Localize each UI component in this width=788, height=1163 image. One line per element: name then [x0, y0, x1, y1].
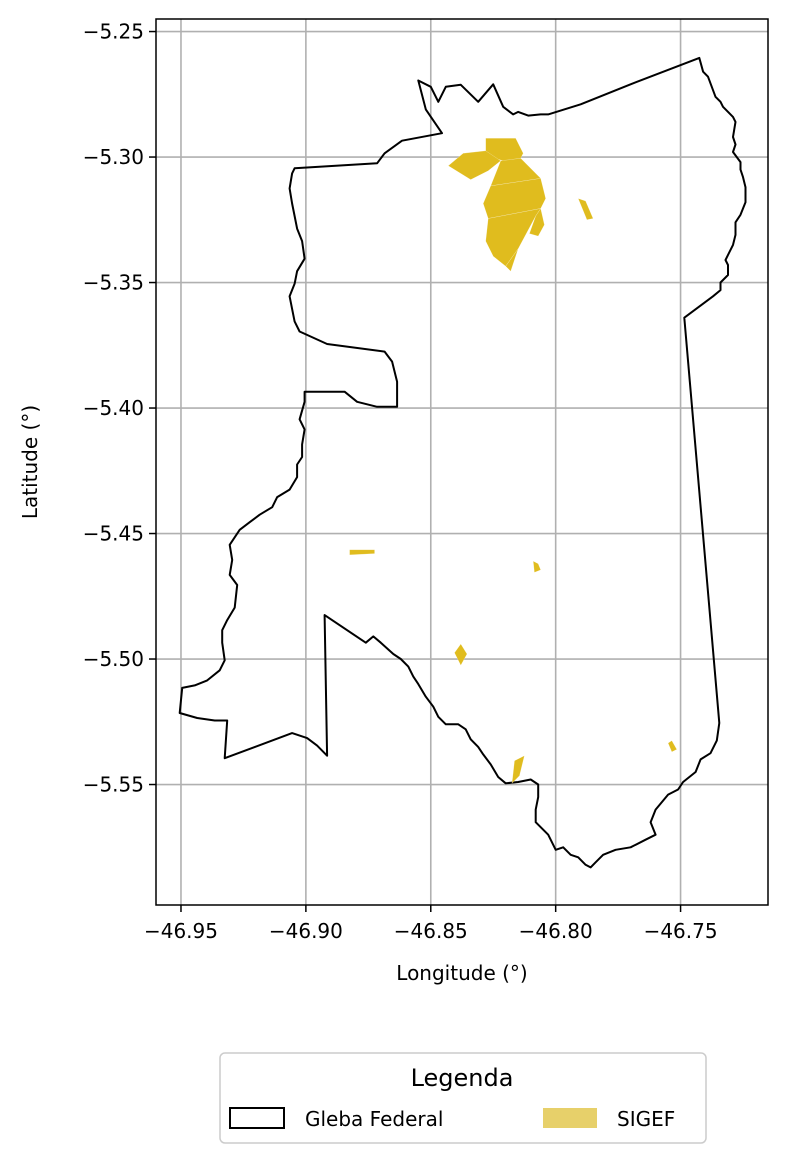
- x-tick-label: −46.90: [269, 919, 343, 943]
- plot-area: −46.95 −46.90 −46.85 −46.80 −46.75 −5.25 −5.3…: [83, 18, 769, 943]
- sigef-parcel: [667, 740, 678, 753]
- y-tick-label: −5.30: [83, 145, 144, 169]
- legend-swatch-gleba-federal: [229, 1107, 285, 1129]
- x-tick-label: −46.95: [144, 919, 218, 943]
- legend-label-gleba-federal: Gleba Federal: [305, 1107, 443, 1131]
- y-axis-label: Latitude (°): [18, 405, 42, 519]
- x-axis-label: Longitude (°): [396, 961, 527, 985]
- y-tick-label: −5.45: [83, 522, 144, 546]
- sigef-parcel: [505, 248, 519, 272]
- legend-swatch-sigef: [543, 1108, 597, 1128]
- plot-background: [156, 19, 768, 905]
- sigef-parcel: [532, 560, 541, 573]
- sigef-parcel: [447, 150, 502, 180]
- y-tick-label: −5.40: [83, 396, 144, 420]
- y-tick-label: −5.50: [83, 647, 144, 671]
- y-tick-label: −5.55: [83, 773, 144, 797]
- y-tick-label: −5.35: [83, 271, 144, 295]
- x-tick-label: −46.75: [644, 919, 718, 943]
- map-polygons: [178, 56, 747, 869]
- plot-frame: [155, 18, 769, 906]
- legend-box: Legenda Gleba Federal SIGEF: [219, 1052, 707, 1144]
- sigef-parcel: [529, 208, 545, 237]
- x-tick-label: −46.80: [519, 919, 593, 943]
- sigef-parcel: [349, 549, 375, 556]
- sigef-parcel: [454, 643, 468, 666]
- sigef-parcel: [577, 198, 594, 221]
- y-axis-ticks: −5.25 −5.30 −5.35 −5.40 −5.45 −5.50 −5.55: [83, 20, 156, 797]
- y-tick-label: −5.25: [83, 20, 144, 44]
- sigef-parcel: [511, 755, 525, 784]
- legend-title: Legenda: [411, 1064, 514, 1092]
- x-axis-ticks: −46.95 −46.90 −46.85 −46.80 −46.75: [144, 905, 718, 943]
- gleba-federal-boundary: [178, 56, 747, 869]
- legend-label-sigef: SIGEF: [617, 1107, 675, 1131]
- x-tick-label: −46.85: [394, 919, 468, 943]
